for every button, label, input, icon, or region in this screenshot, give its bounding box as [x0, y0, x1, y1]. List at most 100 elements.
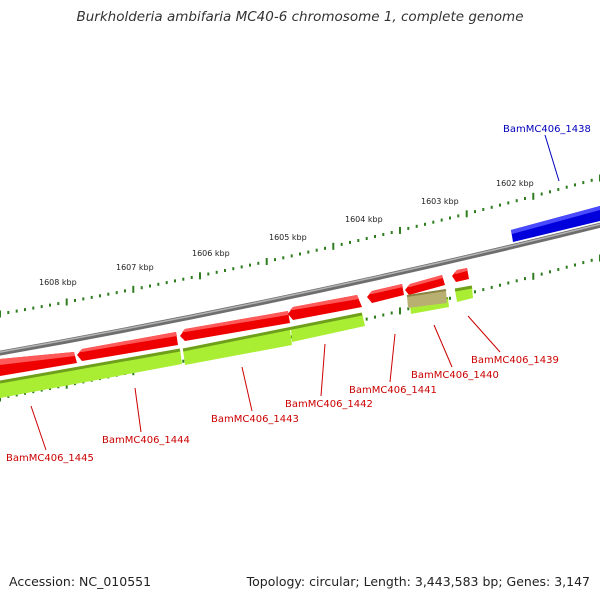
gene-label-1439[interactable]: BamMC406_1439 — [471, 355, 559, 366]
minor-tick — [49, 303, 51, 307]
minor-tick — [415, 224, 418, 228]
minor-tick — [540, 272, 543, 276]
gene-label-1441[interactable]: BamMC406_1441 — [349, 385, 437, 396]
gene-label-1442[interactable]: BamMC406_1442 — [285, 399, 373, 410]
minor-tick — [557, 188, 560, 191]
minor-tick — [74, 299, 76, 302]
map-title: Burkholderia ambifaria MC40-6 chromosome… — [76, 9, 524, 25]
minor-tick — [474, 210, 476, 214]
leader-line-1441 — [389, 333, 396, 383]
gene-label-1445[interactable]: BamMC406_1445 — [6, 453, 94, 464]
feature-olive-edge — [406, 289, 447, 297]
major-tick — [399, 226, 401, 234]
genome-summary: Topology: circular; Length: 3,443,583 bp… — [246, 574, 590, 589]
minor-tick — [249, 263, 251, 267]
chromosome-backbone — [0, 222, 600, 356]
minor-tick — [507, 201, 510, 205]
minor-tick — [349, 240, 351, 244]
minor-tick — [32, 306, 35, 310]
minor-tick — [99, 294, 101, 298]
minor-tick — [365, 317, 368, 321]
minor-tick — [549, 270, 551, 274]
minor-tick — [490, 285, 493, 289]
minor-tick — [15, 309, 18, 313]
major-tick — [532, 192, 535, 200]
major-tick — [199, 272, 201, 280]
minor-tick — [357, 239, 360, 242]
minor-tick — [524, 197, 526, 200]
minor-tick — [557, 268, 560, 271]
major-tick — [65, 298, 68, 306]
feature-edge — [454, 285, 473, 292]
major-tick — [332, 242, 335, 250]
major-tick — [532, 272, 535, 280]
major-tick — [399, 307, 401, 315]
minor-tick — [140, 286, 143, 290]
gene-label-1444[interactable]: BamMC406_1444 — [102, 435, 190, 446]
major-tick — [0, 394, 1, 402]
gene-shading — [0, 268, 467, 365]
minor-tick — [165, 281, 168, 285]
minor-tick — [324, 246, 326, 250]
accession-label: Accession: NC_010551 — [9, 574, 152, 589]
minor-tick — [282, 256, 285, 260]
minor-tick — [90, 295, 93, 299]
minor-tick — [407, 226, 410, 230]
minor-tick — [257, 261, 260, 265]
minor-tick — [24, 308, 26, 312]
minor-tick — [157, 282, 160, 286]
feature-green-1443 — [183, 329, 292, 365]
major-tick — [0, 310, 1, 318]
gene-bammc406-1438-highlight — [511, 206, 600, 234]
minor-tick — [390, 311, 393, 315]
scale-label-1608: 1608 kbp — [39, 278, 77, 287]
minor-tick — [107, 292, 110, 296]
leader-line-1444 — [134, 387, 142, 433]
minor-tick — [115, 291, 118, 295]
scale-label-1606: 1606 kbp — [192, 249, 230, 258]
minor-tick — [40, 305, 43, 309]
minor-tick — [190, 276, 193, 279]
leader-line-1443 — [241, 366, 253, 412]
gene-label-1438[interactable]: BamMC406_1438 — [503, 124, 591, 135]
upper-tick-row — [0, 174, 600, 318]
minor-tick — [590, 258, 593, 262]
leader-line-1439 — [467, 315, 501, 353]
gene-label-1440[interactable]: BamMC406_1440 — [411, 370, 499, 381]
gene-label-1443[interactable]: BamMC406_1443 — [211, 414, 299, 425]
minor-tick — [524, 277, 526, 281]
feature-green-1439 — [455, 287, 473, 302]
minor-tick — [15, 393, 18, 397]
minor-tick — [232, 267, 235, 271]
minor-tick — [240, 265, 243, 269]
scale-label-1607: 1607 kbp — [116, 263, 154, 272]
minor-tick — [290, 254, 293, 258]
minor-tick — [382, 313, 385, 317]
minor-tick — [7, 311, 10, 314]
minor-tick — [499, 283, 501, 287]
scale-label-1602: 1602 kbp — [496, 179, 534, 188]
minor-tick — [374, 235, 376, 238]
minor-tick — [149, 284, 151, 288]
minor-tick — [474, 290, 476, 294]
feature-edge — [182, 312, 363, 352]
minor-tick — [574, 263, 576, 267]
minor-tick — [365, 237, 368, 240]
minor-tick — [382, 233, 385, 236]
minor-tick — [540, 192, 543, 196]
scale-label-1604: 1604 kbp — [345, 215, 383, 224]
feature-green-1442 — [291, 313, 365, 342]
major-tick — [265, 258, 268, 265]
chromosome-backbone-highlight — [0, 223, 600, 353]
minor-tick — [215, 270, 218, 274]
minor-tick — [549, 190, 551, 194]
minor-tick — [432, 220, 435, 224]
leader-line-1438 — [544, 134, 560, 182]
minor-tick — [57, 302, 60, 306]
minor-tick — [315, 248, 318, 252]
minor-tick — [590, 178, 593, 182]
minor-tick — [582, 181, 585, 185]
minor-tick — [574, 183, 576, 187]
minor-tick — [507, 281, 510, 285]
